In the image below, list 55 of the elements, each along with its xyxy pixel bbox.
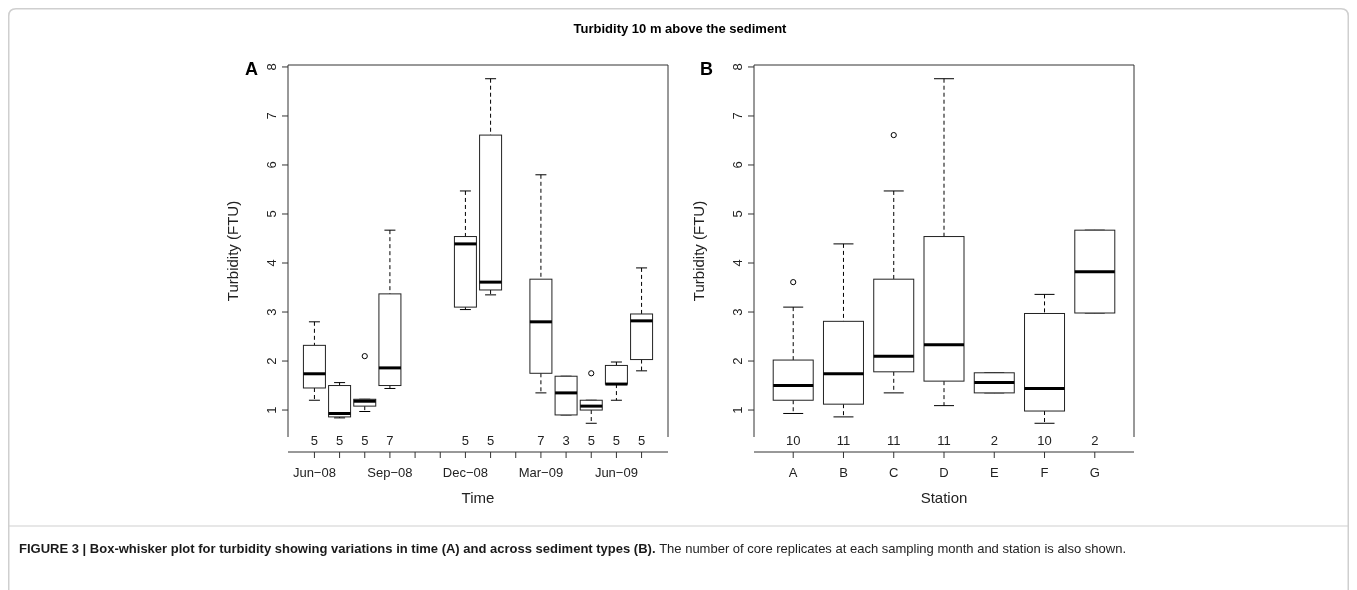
y-axis-title: Turbidity (FTU) (224, 200, 241, 302)
y-tick-label: 7 (730, 112, 745, 120)
x-tick-label: Jun−09 (594, 465, 638, 480)
text: B (700, 59, 713, 79)
text: 5 (461, 433, 470, 448)
x-tick-label: Dec−08 (442, 465, 488, 480)
y-axis-title: Turbidity (FTU) (690, 200, 707, 302)
y-tick-label: 4 (264, 259, 279, 267)
x-axis-title: Station (920, 489, 968, 506)
x-tick-label: B (839, 465, 848, 480)
y-tick-label: 3 (730, 308, 745, 316)
text: 11 (836, 433, 851, 448)
text: 10 (1037, 433, 1052, 448)
y-tick-label: 5 (730, 210, 745, 218)
text: 5 (335, 433, 344, 448)
text: 5 (612, 433, 621, 448)
x-tick-label: Sep−08 (367, 465, 413, 480)
x-axis-title: Time (461, 489, 495, 506)
text: 2 (990, 433, 998, 448)
y-tick-label: 3 (264, 308, 279, 316)
text: 5 (486, 433, 495, 448)
text: 5 (587, 433, 595, 448)
text: FIGURE 3 | Box-whisker plot for turbidity showing variations in time (A) and across sediment types (B). (19, 541, 656, 556)
text: 5 (310, 433, 319, 448)
text: 3 (562, 433, 570, 448)
text: 10 (785, 433, 801, 448)
y-tick-label: 2 (264, 357, 279, 365)
y-tick-label: 8 (264, 63, 279, 71)
y-tick-label: 6 (730, 161, 745, 169)
text: A (245, 59, 258, 79)
y-tick-label: 1 (264, 406, 279, 414)
text: The number of core replicates at each sampling month and station is also shown. (659, 541, 1127, 556)
y-tick-label: 1 (730, 406, 745, 414)
text: 5 (637, 433, 646, 448)
text: 7 (537, 433, 545, 448)
y-tick-label: 5 (264, 210, 279, 218)
y-tick-label: 8 (730, 63, 745, 71)
text: 11 (937, 433, 951, 448)
x-tick-label: E (989, 465, 999, 480)
text: 7 (386, 433, 394, 448)
y-tick-label: 4 (730, 259, 745, 267)
x-tick-label: A (788, 465, 798, 480)
x-tick-label: F (1040, 465, 1049, 480)
x-tick-label: C (889, 465, 899, 480)
y-tick-label: 2 (730, 357, 745, 365)
text: 11 (886, 433, 901, 448)
y-tick-label: 7 (264, 112, 279, 120)
y-tick-label: 6 (264, 161, 279, 169)
x-tick-label: Mar−09 (518, 465, 564, 480)
text: 2 (1091, 433, 1099, 448)
text: 5 (361, 433, 369, 448)
x-tick-label: Jun−08 (292, 465, 336, 480)
x-tick-label: D (939, 465, 949, 480)
x-tick-label: G (1089, 465, 1100, 480)
chart-title: Turbidity 10 m above the sediment (573, 21, 788, 36)
